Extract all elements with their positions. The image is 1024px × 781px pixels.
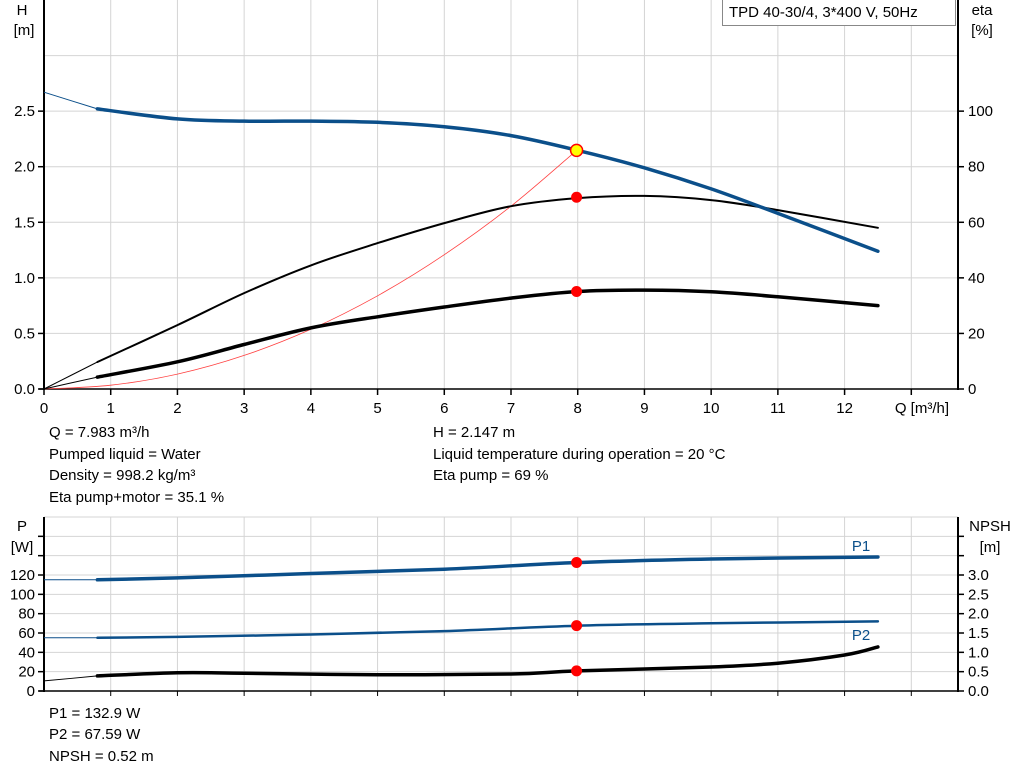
eta-pump-curve-extension: [43, 361, 98, 390]
duty-point-marker: [569, 143, 584, 158]
npsh-axis-label-unit: [m]: [980, 539, 1001, 556]
info-q: Q = 7.983 m³/h: [49, 424, 150, 441]
x-tick-label: 9: [640, 400, 648, 417]
p2-curve: [96, 620, 880, 640]
pump-model-legend: TPD 40-30/4, 3*400 V, 50Hz: [722, 0, 956, 26]
x-tick-label: 7: [507, 400, 515, 417]
y-left-tick-label: 0.0: [14, 381, 35, 398]
x-tick-label: 2: [173, 400, 181, 417]
y-right-tick-label: 100: [968, 103, 993, 120]
x-tick-label: 4: [307, 400, 315, 417]
x-tick-label: 8: [574, 400, 582, 417]
y-right-label: eta: [972, 2, 994, 19]
y-right-tick-label: 60: [968, 214, 985, 231]
y-left-tick-label: 60: [18, 625, 35, 642]
info-liquid: Pumped liquid = Water: [49, 446, 201, 463]
y-right-tick-label: 80: [968, 159, 985, 176]
info-p2: P2 = 67.59 W: [49, 726, 141, 743]
x-tick-label: 0: [40, 400, 48, 417]
info-density: Density = 998.2 kg/m³: [49, 467, 196, 484]
info-eta-pump: Eta pump = 69 %: [433, 467, 549, 484]
y-left-tick-label: 100: [10, 586, 35, 603]
info-temperature: Liquid temperature during operation = 20…: [433, 446, 726, 463]
y-right-tick-label: 1.5: [968, 625, 989, 642]
y-right-tick-label: 2.0: [968, 606, 989, 623]
y-right-tick-label: 3.0: [968, 567, 989, 584]
npsh-curve: [95, 645, 880, 678]
y-left-tick-label: 2.5: [14, 103, 35, 120]
eta-pump-curve: [96, 194, 879, 363]
p2-operating-point: [571, 620, 583, 632]
y-right-tick-label: 0.5: [968, 664, 989, 681]
y-right-tick-label: 0: [968, 381, 976, 398]
npsh-axis-label: NPSH: [969, 518, 1011, 535]
info-eta-pump-motor: Eta pump+motor = 35.1 %: [49, 489, 225, 506]
y-right-label-unit: [%]: [971, 22, 993, 39]
y-right-tick-label: 2.5: [968, 586, 989, 603]
head-curve-extension: [43, 91, 98, 110]
p-axis-label-unit: [W]: [11, 539, 34, 556]
p1-label: P1: [852, 538, 870, 555]
info-p1: P1 = 132.9 W: [49, 705, 141, 722]
x-tick-label: 10: [703, 400, 720, 417]
p-axis-label: P: [17, 518, 27, 535]
p1-operating-point: [571, 557, 583, 569]
x-tick-label: 11: [770, 400, 786, 417]
x-tick-label: 5: [373, 400, 381, 417]
x-tick-label: 12: [836, 400, 853, 417]
y-left-tick-label: 1.0: [14, 270, 35, 287]
head-curve: [95, 107, 880, 253]
y-right-tick-label: 1.0: [968, 644, 989, 661]
x-tick-label: 1: [107, 400, 115, 417]
x-tick-label: 6: [440, 400, 448, 417]
y-left-tick-label: 2.0: [14, 159, 35, 176]
x-tick-label: 3: [240, 400, 248, 417]
y-left-tick-label: 1.5: [14, 214, 35, 231]
system-curve: [43, 150, 577, 390]
y-left-tick-label: 80: [18, 606, 35, 623]
y-right-tick-label: 0.0: [968, 683, 989, 700]
y-right-tick-label: 20: [968, 325, 985, 342]
y-left-tick-label: 40: [18, 644, 35, 661]
y-left-label-unit: [m]: [14, 22, 35, 39]
eta-pump-motor-curve-extension: [43, 376, 98, 390]
npsh-curve-extension: [43, 675, 98, 682]
info-npsh: NPSH = 0.52 m: [49, 748, 154, 765]
npsh-operating-point: [571, 665, 583, 677]
y-left-tick-label: 0.5: [14, 325, 35, 342]
eta-pump-motor-curve: [95, 288, 880, 379]
p2-label: P2: [852, 627, 870, 644]
y-left-tick-label: 0: [27, 683, 35, 700]
y-right-tick-label: 40: [968, 270, 985, 287]
p1-curve: [95, 555, 880, 582]
x-axis-label: Q [m³/h]: [895, 400, 949, 417]
y-left-label: H: [17, 2, 28, 19]
eta-pump-motor-operating-point: [571, 285, 583, 297]
info-h: H = 2.147 m: [433, 424, 516, 441]
eta-pump-operating-point: [571, 191, 583, 203]
y-left-tick-label: 20: [18, 664, 35, 681]
y-left-tick-label: 120: [10, 567, 35, 584]
